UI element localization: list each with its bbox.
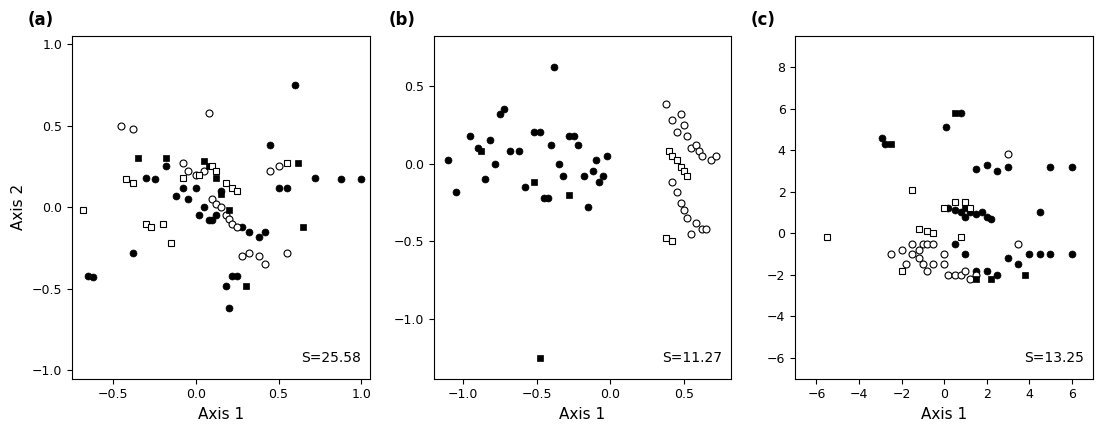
Text: (a): (a) <box>28 11 53 29</box>
Y-axis label: Axis 2: Axis 2 <box>11 184 26 230</box>
Text: S=13.25: S=13.25 <box>1025 351 1084 365</box>
X-axis label: Axis 1: Axis 1 <box>198 407 244 422</box>
Text: (b): (b) <box>389 11 416 29</box>
Text: (c): (c) <box>751 11 775 29</box>
Text: S=25.58: S=25.58 <box>300 351 361 365</box>
Text: S=11.27: S=11.27 <box>662 351 722 365</box>
X-axis label: Axis 1: Axis 1 <box>921 407 967 422</box>
X-axis label: Axis 1: Axis 1 <box>560 407 605 422</box>
